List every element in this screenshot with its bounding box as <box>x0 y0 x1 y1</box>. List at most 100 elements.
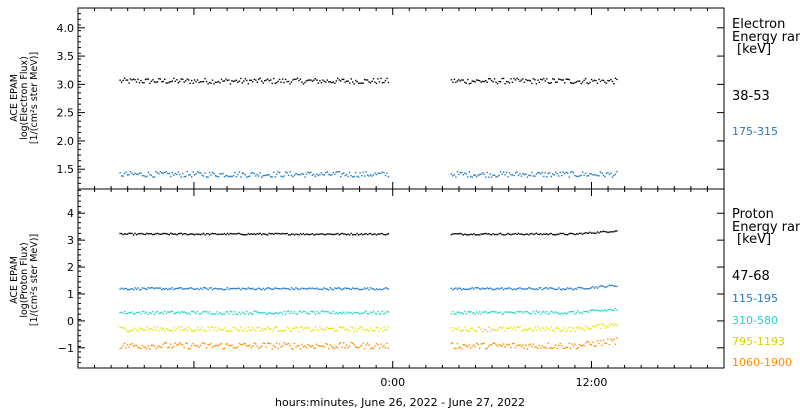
data-point <box>531 329 533 331</box>
data-point <box>167 172 169 175</box>
data-point <box>229 330 232 332</box>
data-point <box>313 79 315 81</box>
data-point <box>296 233 299 236</box>
data-point <box>549 82 551 84</box>
data-point <box>368 344 370 346</box>
data-point <box>214 344 217 347</box>
data-point <box>352 176 354 178</box>
data-point <box>360 288 363 291</box>
data-point <box>278 312 281 314</box>
data-point <box>380 172 382 174</box>
data-point <box>546 326 548 328</box>
data-point <box>299 288 302 290</box>
data-point <box>211 326 214 328</box>
data-point <box>546 287 548 289</box>
data-point <box>225 78 227 80</box>
data-point <box>261 80 263 82</box>
data-point <box>249 79 251 81</box>
data-point <box>549 172 551 174</box>
data-point <box>319 326 321 328</box>
data-point <box>319 288 321 290</box>
data-point <box>273 328 275 330</box>
data-point <box>477 174 479 176</box>
data-point <box>507 176 509 178</box>
data-point <box>122 175 124 177</box>
data-point <box>577 286 579 289</box>
data-point <box>462 79 464 81</box>
data-point <box>241 287 244 290</box>
data-point <box>570 311 572 313</box>
data-point <box>486 347 488 349</box>
data-point <box>237 346 239 348</box>
data-point <box>308 313 311 315</box>
y-tick-label: 0 <box>67 315 74 328</box>
data-point <box>592 232 594 234</box>
data-point <box>238 342 241 345</box>
data-point <box>316 287 318 289</box>
data-point <box>171 80 173 82</box>
data-point <box>147 329 150 331</box>
data-point <box>586 82 588 84</box>
data-point <box>126 174 129 176</box>
data-point <box>277 288 279 290</box>
data-point <box>381 82 384 84</box>
data-point <box>186 287 188 290</box>
data-point <box>471 287 473 289</box>
data-point <box>363 348 366 350</box>
data-point <box>586 310 588 313</box>
data-point <box>143 329 145 331</box>
data-point <box>538 311 540 313</box>
data-point <box>275 173 278 175</box>
data-point <box>196 344 199 347</box>
data-point <box>473 288 475 290</box>
data-point <box>583 232 585 234</box>
data-point <box>220 78 223 81</box>
data-point <box>477 287 479 289</box>
data-point <box>378 172 381 175</box>
data-point <box>532 78 535 80</box>
data-point <box>326 326 328 329</box>
data-point <box>377 289 379 291</box>
data-point <box>222 329 224 331</box>
data-point <box>564 233 566 236</box>
data-point <box>302 310 305 313</box>
data-point <box>262 175 264 177</box>
data-point <box>365 328 367 331</box>
data-point <box>580 82 582 85</box>
data-point <box>522 312 524 315</box>
data-point <box>316 173 318 175</box>
data-point <box>523 81 526 83</box>
data-point <box>232 175 235 177</box>
data-point <box>519 233 521 235</box>
data-point <box>599 285 602 287</box>
data-point <box>176 287 178 290</box>
data-point <box>616 309 618 311</box>
data-point <box>489 233 491 236</box>
data-point <box>283 330 285 332</box>
data-point <box>540 287 542 289</box>
data-point <box>561 232 563 235</box>
data-point <box>504 174 506 176</box>
data-point <box>480 288 482 290</box>
data-point <box>359 288 361 291</box>
data-point <box>363 175 366 177</box>
data-point <box>235 288 238 290</box>
data-point <box>374 289 376 291</box>
data-point <box>204 77 206 80</box>
data-point <box>252 81 254 83</box>
data-point <box>286 287 288 290</box>
data-point <box>514 79 517 81</box>
data-point <box>468 234 470 236</box>
data-point <box>253 78 255 81</box>
data-point <box>202 329 205 331</box>
data-point <box>329 174 331 176</box>
data-point <box>614 173 617 176</box>
data-point <box>501 313 503 315</box>
data-point <box>610 172 612 174</box>
data-point <box>305 233 308 235</box>
data-point <box>488 326 490 328</box>
data-point <box>328 327 330 330</box>
data-point <box>502 289 505 291</box>
data-point <box>252 327 254 329</box>
data-point <box>450 173 453 175</box>
